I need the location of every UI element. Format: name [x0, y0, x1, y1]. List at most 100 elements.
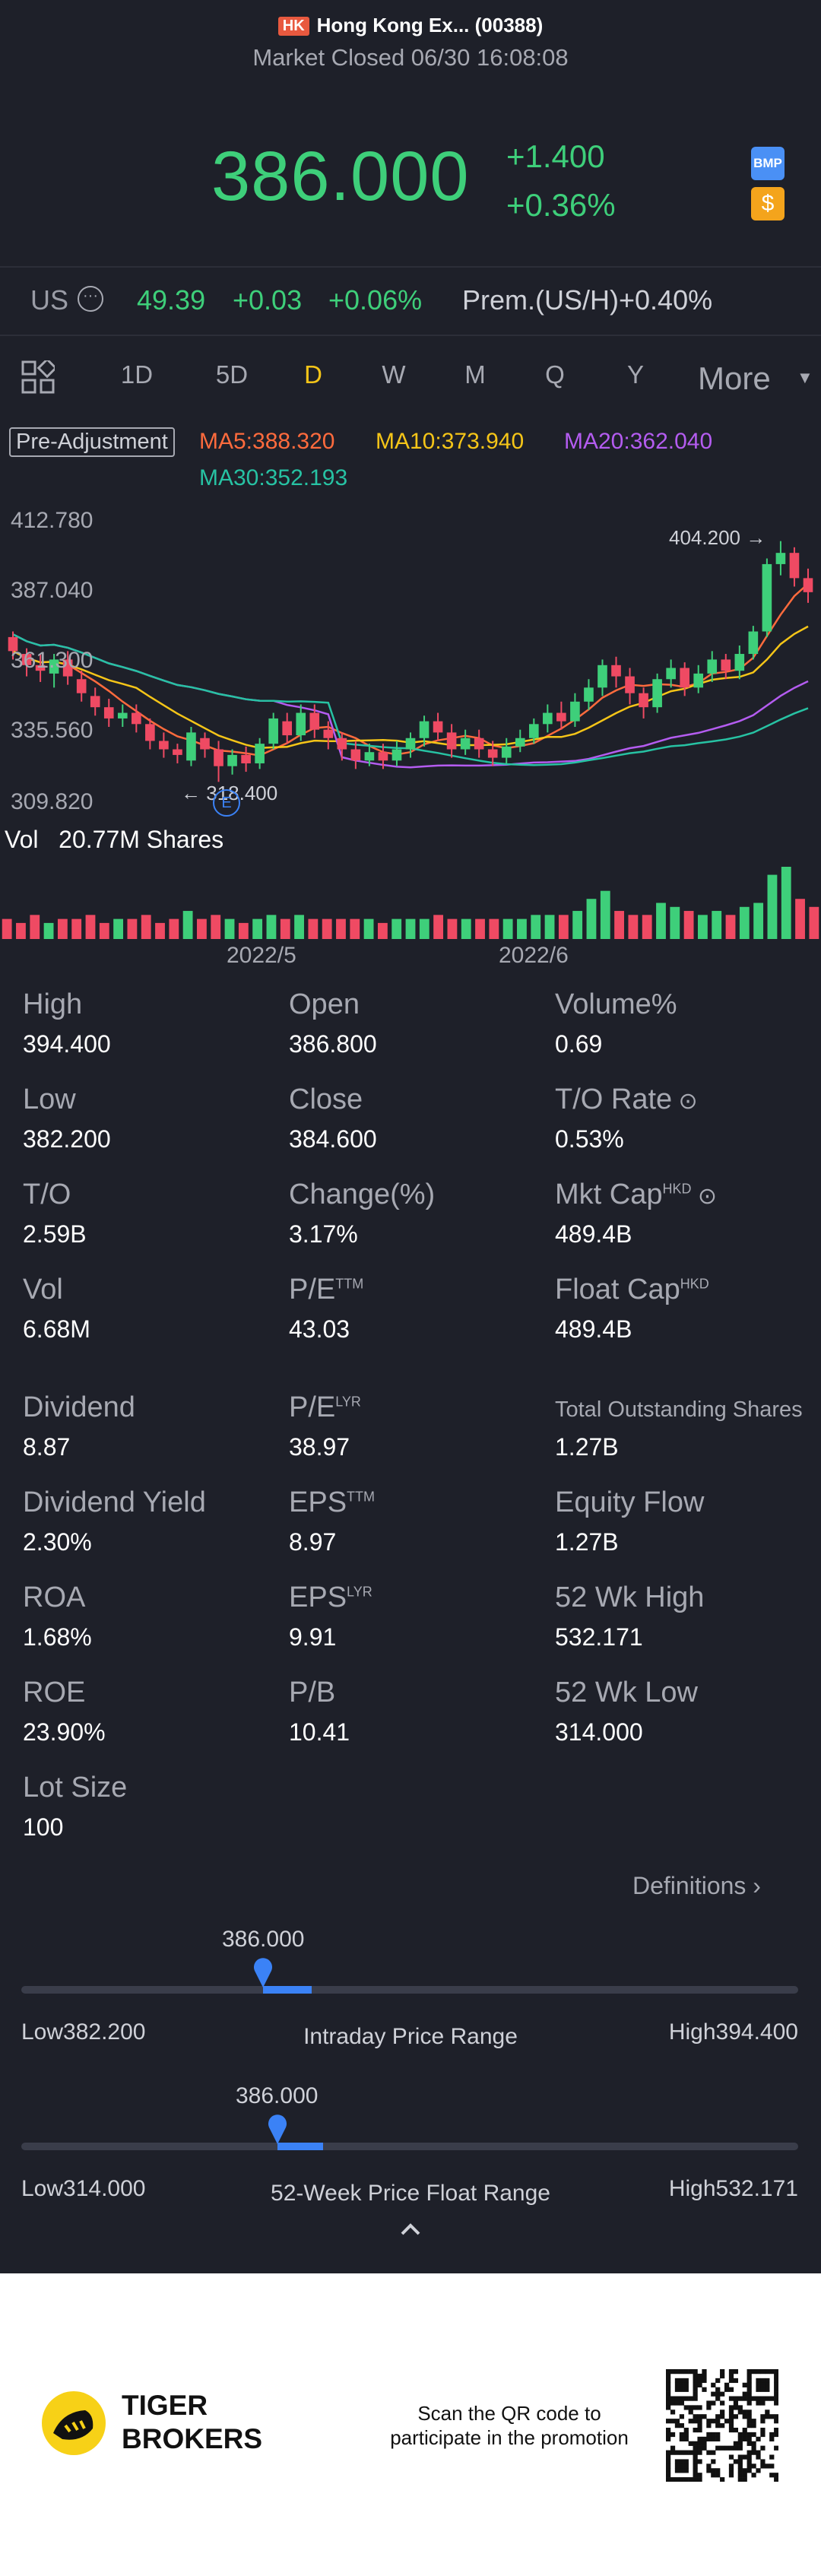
y-tick: 309.820 — [11, 789, 94, 814]
candle — [611, 656, 621, 688]
candle — [680, 662, 689, 696]
volume-bar — [363, 918, 374, 939]
info-icon[interactable]: ⊙ — [672, 1089, 698, 1114]
volume-bar — [447, 918, 458, 939]
tab-d[interactable]: D — [304, 360, 322, 389]
candle — [460, 729, 471, 755]
tab-5d[interactable]: 5D — [215, 360, 249, 389]
volume-bar — [182, 911, 193, 939]
stat-value: 394.400 — [23, 1030, 111, 1058]
week52-title: 52-Week Price Float Range — [271, 2181, 550, 2206]
tab-q[interactable]: Q — [545, 360, 565, 389]
stat-value: 23.90% — [23, 1718, 106, 1746]
event-marker-icon[interactable]: E — [213, 789, 240, 817]
volume-bar — [155, 922, 165, 939]
stat-label: 52 Wk Low — [555, 1677, 698, 1708]
tab-1d[interactable]: 1D — [120, 360, 154, 389]
candle — [309, 704, 320, 738]
tab-y[interactable]: Y — [626, 360, 644, 389]
candle — [501, 738, 512, 763]
stat-label: Lot Size — [23, 1772, 128, 1804]
volume-bar — [433, 915, 444, 939]
price-change: +1.400 — [506, 138, 605, 174]
candle — [186, 726, 196, 766]
dollar-icon[interactable]: $ — [751, 187, 785, 220]
candle — [117, 704, 128, 727]
stat-label: Low — [23, 1083, 76, 1115]
candle — [734, 645, 745, 680]
candle — [21, 648, 32, 677]
location-pin-icon — [253, 1957, 273, 1988]
stat-value: 10.41 — [289, 1718, 350, 1746]
volume-bar — [336, 918, 346, 939]
candle — [173, 744, 182, 763]
candle — [103, 699, 114, 727]
volume-bar — [224, 918, 235, 939]
intraday-marker-fill — [262, 1986, 312, 1994]
stat-label: Vol — [23, 1274, 63, 1305]
chevron-up-icon[interactable] — [400, 2222, 421, 2237]
last-price: 386.000 — [211, 138, 470, 215]
volume-bar — [642, 915, 652, 939]
intraday-high: High394.400 — [668, 2019, 798, 2045]
candlestick-chart[interactable] — [0, 502, 821, 836]
volume-bar — [670, 906, 680, 939]
candle — [62, 651, 73, 685]
info-icon[interactable]: ⊙ — [691, 1184, 717, 1209]
stat-label: ROE — [23, 1677, 86, 1708]
candle — [8, 631, 18, 660]
candle — [543, 704, 553, 733]
tab-more[interactable]: More — [698, 360, 771, 396]
candle — [227, 749, 237, 775]
volume-bar — [656, 903, 666, 939]
volume-bar — [211, 915, 221, 939]
chevron-down-icon[interactable]: ▼ — [797, 368, 813, 387]
volume-bar — [30, 915, 40, 939]
volume-bar — [809, 906, 819, 939]
more-dots-icon[interactable]: ··· — [78, 286, 103, 312]
definitions-link[interactable]: Definitions › — [632, 1872, 761, 1899]
volume-bar — [127, 918, 138, 939]
stat-value: 532.171 — [555, 1623, 643, 1651]
candle — [49, 654, 59, 688]
volume-bar — [614, 911, 624, 939]
candle — [584, 679, 594, 710]
volume-bar — [238, 922, 249, 939]
volume-bar — [294, 915, 304, 939]
candle — [570, 693, 580, 727]
layout-grid-icon[interactable] — [21, 357, 58, 394]
volume-bar — [475, 918, 485, 939]
stat-label: P/ETTM — [289, 1274, 364, 1305]
stat-label: T/O — [23, 1179, 71, 1210]
volume-bar — [71, 918, 82, 939]
candle — [296, 704, 306, 741]
stat-label: Equity Flow — [555, 1486, 705, 1518]
volume-bar — [767, 874, 778, 939]
pre-adjustment-button[interactable]: Pre-Adjustment — [9, 427, 175, 457]
y-tick: 387.040 — [11, 578, 94, 603]
candle — [391, 741, 402, 766]
candle — [364, 744, 375, 766]
tab-m[interactable]: M — [464, 360, 486, 389]
stock-name: Hong Kong Ex... (00388) — [316, 14, 544, 36]
tiger-logo-icon — [40, 2389, 108, 2457]
stat-value: 38.97 — [289, 1433, 350, 1461]
stat-value: 382.200 — [23, 1125, 111, 1153]
qr-code[interactable] — [666, 2369, 778, 2482]
candle — [214, 741, 223, 782]
stat-value: 6.68M — [23, 1315, 90, 1343]
bmp-badge[interactable]: BMP — [751, 147, 785, 180]
promo-footer: TIGER BROKERS Scan the QR code to particip… — [0, 2273, 821, 2576]
y-tick: 361.300 — [11, 648, 94, 673]
stat-value: 43.03 — [289, 1315, 350, 1343]
candle — [721, 654, 731, 680]
volume-bar — [461, 918, 471, 939]
tab-w[interactable]: W — [382, 360, 406, 389]
week52-high: High532.171 — [668, 2176, 798, 2201]
stat-label: P/B — [289, 1677, 336, 1708]
stat-value: 0.69 — [555, 1030, 603, 1058]
stat-value: 2.59B — [23, 1220, 87, 1248]
candle — [241, 746, 251, 772]
candle — [337, 732, 347, 761]
volume-bar — [113, 918, 123, 939]
